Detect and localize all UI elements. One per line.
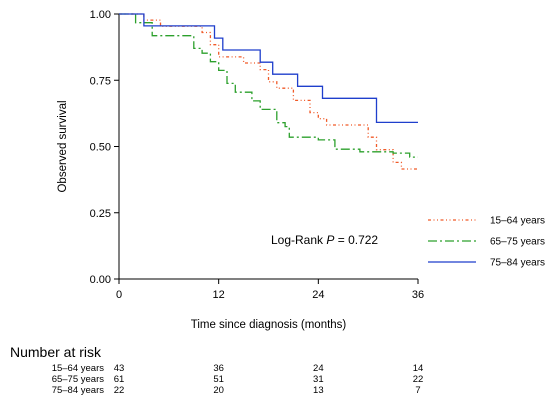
survival-curves (119, 13, 418, 170)
risk-count: 22 (114, 385, 125, 396)
x-tick-label: 24 (312, 289, 324, 301)
risk-row-label: 65–75 years (52, 374, 105, 385)
risk-count: 61 (114, 374, 125, 385)
x-tick-label: 12 (213, 289, 225, 301)
risk-count: 13 (313, 385, 324, 396)
x-ticks: 0 12 24 36 (116, 279, 424, 301)
number-at-risk-table: Number at risk 15–64 years 43 36 24 14 65–75 … (10, 344, 423, 396)
x-tick-label: 36 (412, 289, 424, 301)
legend: 15–64 years 65–75 years 75–84 years (428, 216, 545, 269)
survival-curve-65-75 (119, 13, 418, 158)
y-tick-label: 0.75 (90, 75, 111, 87)
legend-label: 65–75 years (490, 237, 545, 248)
y-tick-label: 1.00 (90, 9, 111, 21)
risk-count: 22 (413, 374, 424, 385)
y-tick-label: 0.00 (90, 274, 111, 286)
log-rank-p-symbol: P (326, 233, 334, 247)
x-tick-label: 0 (116, 289, 122, 301)
log-rank-prefix: Log-Rank (271, 233, 326, 247)
risk-count: 7 (415, 385, 420, 396)
y-tick-label: 0.25 (90, 208, 111, 220)
y-tick-label: 0.50 (90, 142, 111, 154)
risk-count: 14 (413, 363, 424, 374)
risk-row-label: 15–64 years (52, 363, 105, 374)
log-rank-value: = 0.722 (334, 233, 378, 247)
risk-table-title: Number at risk (10, 344, 102, 360)
legend-label: 75–84 years (490, 258, 545, 269)
risk-count: 36 (213, 363, 224, 374)
risk-count: 24 (313, 363, 324, 374)
survival-curve-75-84 (119, 13, 418, 124)
risk-row-label: 75–84 years (52, 385, 105, 396)
x-axis-label: Time since diagnosis (months) (191, 319, 347, 331)
risk-count: 20 (213, 385, 224, 396)
y-ticks: 0.00 0.25 0.50 0.75 1.00 (90, 9, 119, 286)
log-rank-annotation: Log-Rank P = 0.722 (271, 233, 378, 247)
risk-count: 43 (114, 363, 125, 374)
legend-label: 15–64 years (490, 216, 545, 227)
risk-count: 31 (313, 374, 324, 385)
survival-curve-15-64 (119, 13, 418, 170)
y-axis-label: Observed survival (57, 100, 69, 192)
risk-count: 51 (213, 374, 224, 385)
